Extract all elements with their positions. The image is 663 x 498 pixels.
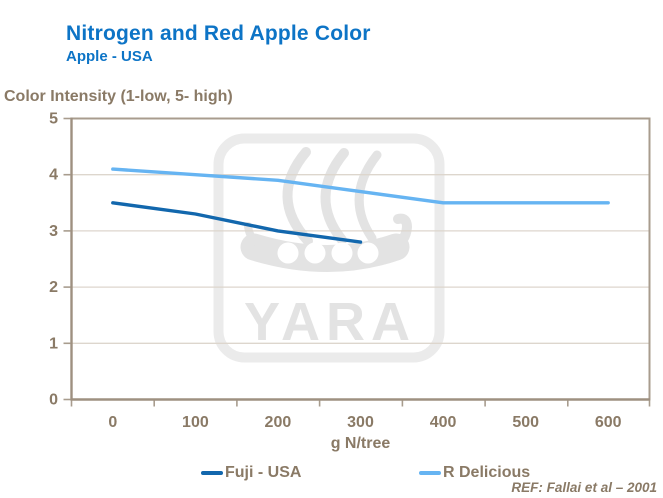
watermark-frame	[213, 133, 445, 363]
y-tick-4: 4	[49, 167, 58, 184]
y-tick-labels: 0 1 2 3 4 5	[49, 111, 58, 409]
x-axis-ticks	[70, 400, 651, 407]
watermark-text: YARA	[244, 292, 416, 352]
series-line-r-delicious	[111, 167, 610, 205]
chart-title: Nitrogen and Red Apple Color	[66, 22, 371, 45]
reference-citation: REF: Fallai et al – 2001	[511, 480, 657, 495]
gridlines	[72, 174, 649, 344]
x-tick-500: 500	[512, 414, 539, 431]
series-line-fuji-usa	[111, 201, 363, 244]
y-tick-5: 5	[49, 111, 58, 128]
x-tick-0: 0	[108, 414, 117, 431]
y-tick-2: 2	[49, 279, 58, 296]
chart-legend: Fuji - USA R Delicious	[0, 464, 663, 486]
x-axis-title: g N/tree	[331, 435, 391, 452]
chart-subtitle: Apple - USA	[66, 48, 153, 65]
y-axis-ticks	[63, 117, 71, 401]
x-tick-600: 600	[595, 414, 622, 431]
viking-ship-icon	[240, 147, 413, 272]
x-tick-labels: 0 100 200 300 400 500 600	[108, 414, 621, 431]
legend-item-fuji-usa: Fuji - USA	[201, 464, 301, 482]
x-tick-300: 300	[347, 414, 374, 431]
y-tick-3: 3	[49, 223, 58, 240]
legend-line-swatch-r-delicious	[419, 471, 441, 475]
legend-item-r-delicious: R Delicious	[419, 464, 530, 482]
x-tick-200: 200	[265, 414, 292, 431]
legend-line-swatch-fuji	[201, 471, 223, 475]
yara-logo-watermark: YARA	[213, 133, 445, 363]
y-tick-1: 1	[49, 335, 58, 352]
x-tick-100: 100	[182, 414, 209, 431]
legend-label-fuji: Fuji - USA	[225, 464, 302, 481]
y-tick-0: 0	[49, 392, 58, 409]
ship-shield-holes	[277, 242, 379, 264]
x-tick-400: 400	[430, 414, 457, 431]
y-axis-title: Color Intensity (1-low, 5- high)	[4, 88, 233, 105]
legend-label-r-delicious: R Delicious	[443, 464, 531, 481]
